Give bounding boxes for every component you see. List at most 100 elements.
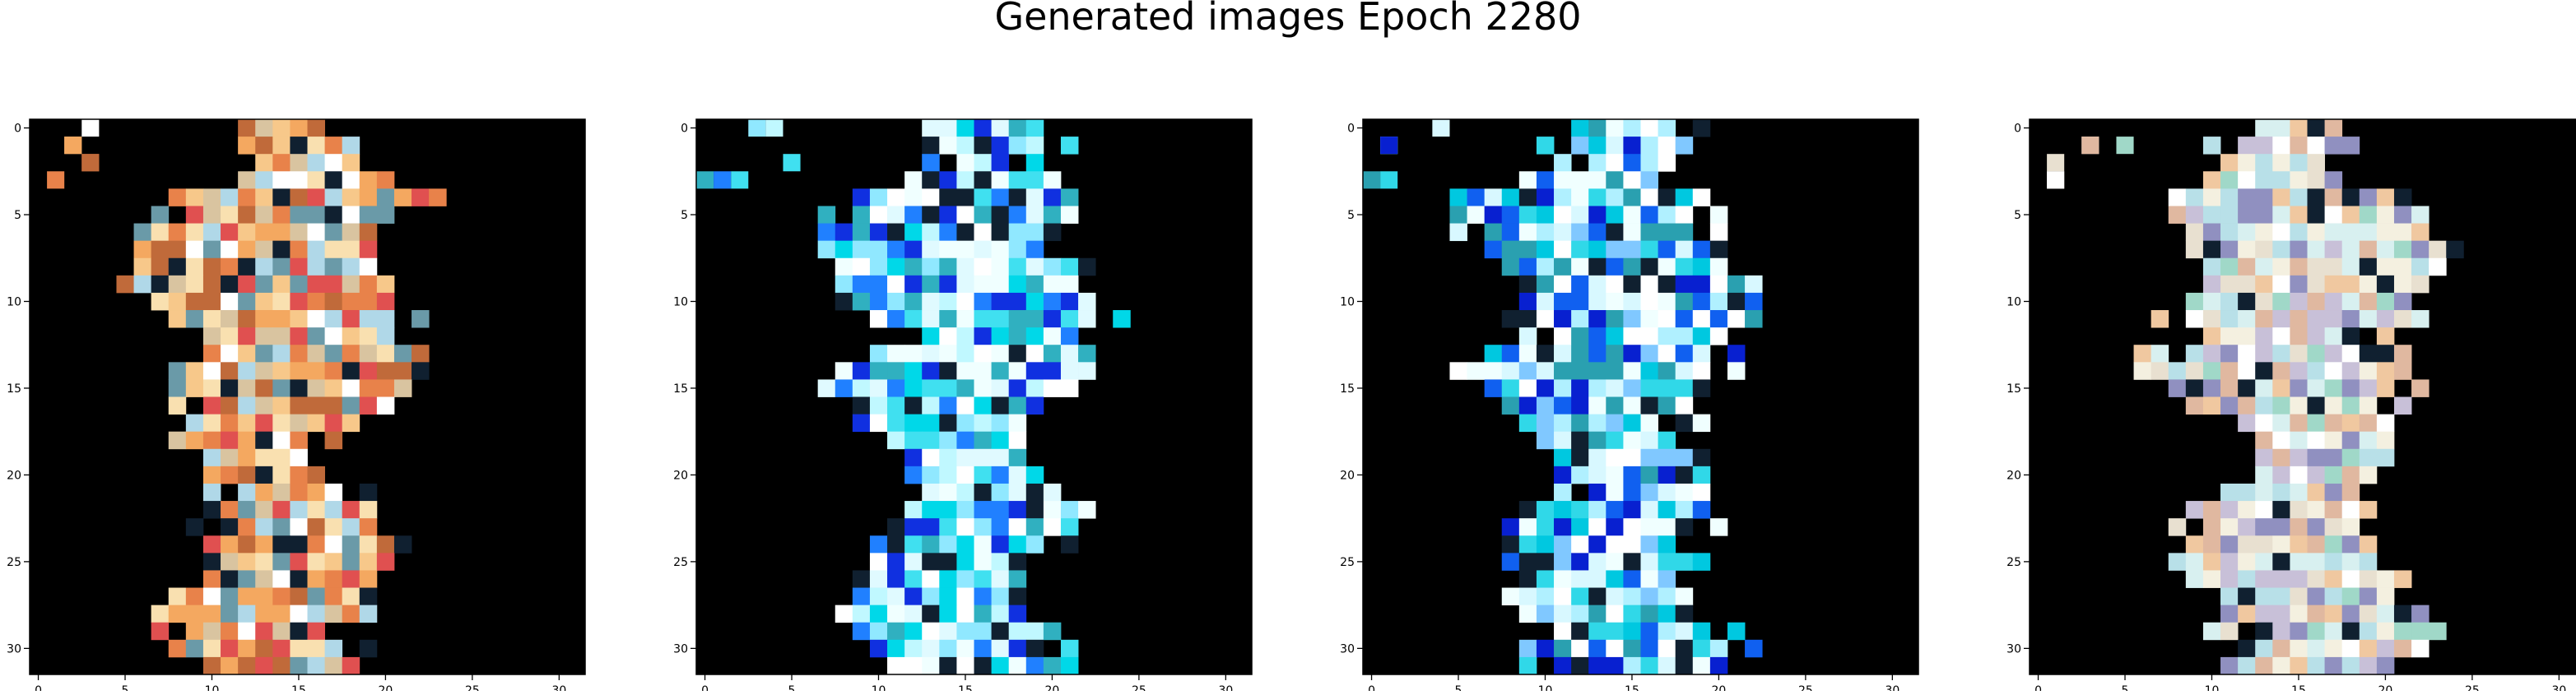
pixel [1518, 188, 1537, 206]
pixel [869, 223, 888, 242]
pixel [202, 431, 221, 450]
pixel [939, 414, 957, 433]
pixel [1727, 345, 1746, 363]
pixel [1623, 362, 1641, 380]
x-tick-label: 0 [701, 684, 709, 691]
pixel [238, 206, 256, 224]
pixel [1658, 570, 1676, 588]
pixel [2359, 570, 2378, 588]
pixel [956, 501, 974, 519]
pixel [238, 362, 256, 380]
pixel [185, 518, 204, 536]
pixel [1025, 206, 1044, 224]
pixel [2324, 466, 2343, 484]
pixel [2272, 518, 2290, 536]
pixel [1658, 362, 1676, 380]
pixel [1658, 553, 1676, 571]
pixel [2185, 535, 2204, 554]
pixel [2238, 171, 2256, 189]
pixel [238, 483, 256, 502]
pixel [2272, 275, 2290, 294]
pixel [1008, 275, 1027, 294]
pixel [272, 553, 291, 571]
pixel [324, 327, 343, 345]
pixel [869, 292, 888, 311]
pixel [324, 206, 343, 224]
pixel [342, 379, 360, 397]
pixel [185, 379, 204, 397]
pixel [1554, 605, 1572, 623]
pixel [202, 257, 221, 276]
x-tick-label: 30 [2551, 684, 2566, 691]
pixel [2290, 275, 2308, 294]
pixel [1658, 137, 1676, 155]
pixel [939, 188, 957, 206]
pixel [2220, 587, 2239, 606]
pixel [2324, 188, 2343, 206]
pixel [2255, 257, 2273, 276]
pixel [835, 605, 853, 623]
pixel [1675, 327, 1694, 345]
pixel [290, 622, 308, 641]
pixel [2272, 414, 2290, 433]
pixel [1060, 656, 1079, 675]
y-tick-label: 25 [2006, 556, 2021, 569]
pixel [2376, 379, 2395, 397]
pixel [1008, 379, 1027, 397]
pixel [2324, 257, 2343, 276]
pixel [168, 223, 187, 242]
pixel [2307, 292, 2325, 311]
pixel [1536, 501, 1555, 519]
pixel [1501, 518, 1520, 536]
pixel [956, 310, 974, 328]
pixel [1692, 622, 1711, 641]
pixel [1571, 171, 1589, 189]
pixel [2307, 483, 2325, 502]
pixel [1606, 188, 1624, 206]
pixel [255, 570, 273, 588]
pixel [1658, 587, 1676, 606]
pixel [342, 257, 360, 276]
pixel [1675, 240, 1694, 259]
pixel [904, 570, 923, 588]
pixel [974, 656, 992, 675]
pixel [1606, 483, 1624, 502]
pixel [2290, 345, 2308, 363]
pixel [956, 535, 974, 554]
pixel [1060, 188, 1079, 206]
x-tick-label: 25 [2465, 684, 2480, 691]
pixel [202, 240, 221, 259]
pixel [2168, 553, 2187, 571]
pixel [2290, 553, 2308, 571]
pixel [1113, 310, 1131, 328]
pixel [1536, 171, 1555, 189]
pixel [307, 605, 325, 623]
pixel [2376, 292, 2395, 311]
pixel [307, 553, 325, 571]
pixel [2307, 327, 2325, 345]
pixel [869, 310, 888, 328]
pixel [2359, 257, 2378, 276]
pixel [1675, 656, 1694, 675]
pixel [1658, 327, 1676, 345]
pixel [255, 154, 273, 172]
pixel [956, 275, 974, 294]
pixel [2393, 605, 2412, 623]
pixel [869, 275, 888, 294]
pixel [2307, 587, 2325, 606]
pixel [887, 570, 905, 588]
pixel [1518, 639, 1537, 658]
pixel [1588, 396, 1607, 415]
pixel [1501, 257, 1520, 276]
pixel [852, 587, 871, 606]
pixel [376, 362, 395, 380]
pixel [939, 119, 957, 137]
pixel [2220, 656, 2239, 675]
pixel [1571, 240, 1589, 259]
pixel [922, 605, 940, 623]
pixel [1658, 535, 1676, 554]
pixel [255, 656, 273, 675]
y-tick-label: 0 [1347, 123, 1355, 136]
pixel [1008, 483, 1027, 502]
pixel [974, 448, 992, 467]
